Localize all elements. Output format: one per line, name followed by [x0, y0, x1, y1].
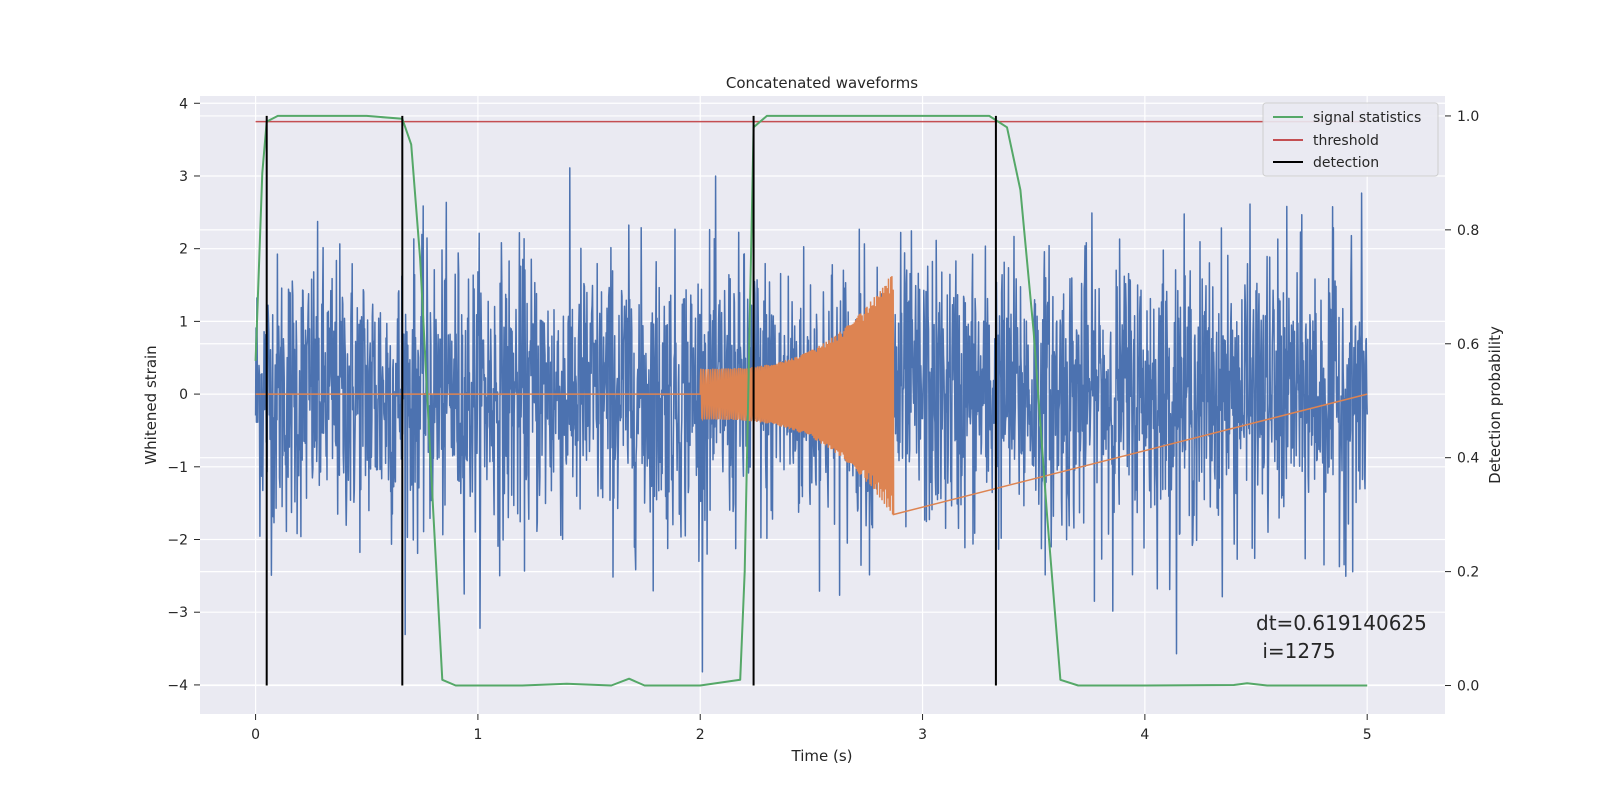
annotation-i: i=1275 [1256, 639, 1336, 663]
signal-series [255, 276, 1368, 516]
y2-tick-label: 0.8 [1457, 223, 1479, 239]
x-axis-label: Time (s) [791, 747, 853, 765]
x-tick-label: 3 [918, 727, 927, 743]
detection-series [265, 115, 997, 686]
y-tick-label: −2 [167, 533, 188, 549]
legend-label-statistics: signal statistics [1313, 110, 1421, 126]
y2-tick-label: 0.0 [1457, 679, 1479, 695]
y2-tick-label: 0.2 [1457, 565, 1479, 581]
legend: signal statistics threshold detection [1262, 102, 1439, 177]
annotation-dt: dt=0.619140625 [1256, 611, 1427, 635]
statistics-series [254, 114, 1368, 687]
legend-label-detection: detection [1313, 155, 1379, 171]
signal-trace [255, 276, 1368, 516]
statistics-line [254, 114, 1368, 687]
y2-tick-label: 0.6 [1457, 337, 1479, 353]
y-tick-label: 0 [179, 387, 188, 403]
x-tick-label: 4 [1140, 727, 1149, 743]
y-tick-label: −4 [167, 678, 188, 694]
x-tick-label: 2 [696, 727, 705, 743]
y2-tick-label: 0.4 [1457, 451, 1479, 467]
y-tick-label: 2 [179, 242, 188, 258]
y-axis-label: Whitened strain [142, 345, 160, 464]
y-axis-ticks: −4 −3 −2 −1 0 1 2 3 4 [167, 96, 200, 694]
y-tick-label: 4 [179, 96, 188, 112]
y-tick-label: −1 [167, 460, 188, 476]
x-tick-label: 0 [251, 727, 260, 743]
x-tick-label: 5 [1363, 727, 1372, 743]
y2-tick-label: 1.0 [1457, 109, 1479, 125]
y2-axis-ticks: 0.0 0.2 0.4 0.6 0.8 1.0 [1445, 109, 1479, 695]
legend-box [1262, 102, 1439, 177]
y-tick-label: −3 [167, 605, 188, 621]
legend-label-threshold: threshold [1313, 133, 1379, 149]
chart-title: Concatenated waveforms [726, 74, 918, 92]
x-axis-ticks: 0 1 2 3 4 5 [251, 714, 1372, 743]
y2-axis-label: Detection probability [1486, 326, 1504, 484]
y-tick-label: 1 [179, 314, 188, 330]
y-tick-label: 3 [179, 169, 188, 185]
x-tick-label: 1 [473, 727, 482, 743]
